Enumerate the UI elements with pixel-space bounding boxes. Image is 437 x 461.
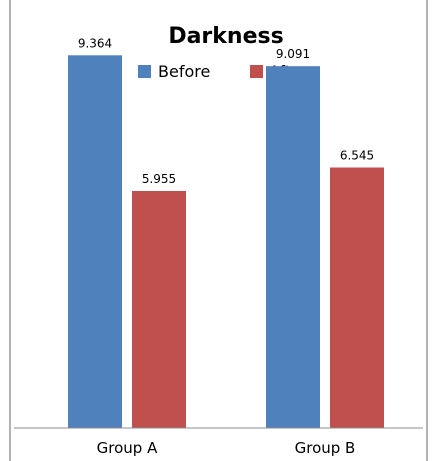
- x-tick-label-group-a: Group A: [97, 439, 158, 457]
- x-tick-label-group-b: Group B: [295, 439, 356, 457]
- data-label-before-group-b: 9.091: [276, 47, 310, 61]
- chart-title: Darkness: [168, 24, 283, 49]
- bars: [68, 55, 384, 429]
- data-labels: 9.364 5.955 9.091 6.545: [78, 36, 374, 186]
- bar-before-group-b: [266, 66, 320, 429]
- data-label-after-group-b: 6.545: [340, 149, 374, 163]
- bar-before-group-a: [68, 55, 122, 428]
- bar-after-group-a: [132, 190, 186, 428]
- legend-swatch-before: [138, 65, 151, 78]
- data-label-before-group-a: 9.364: [78, 36, 112, 50]
- data-label-after-group-a: 5.955: [142, 172, 176, 186]
- legend-label-before: Before: [158, 62, 210, 81]
- bar-after-group-b: [330, 167, 384, 428]
- legend-swatch-after: [250, 65, 263, 78]
- x-tick-labels: Group A Group B: [97, 439, 356, 457]
